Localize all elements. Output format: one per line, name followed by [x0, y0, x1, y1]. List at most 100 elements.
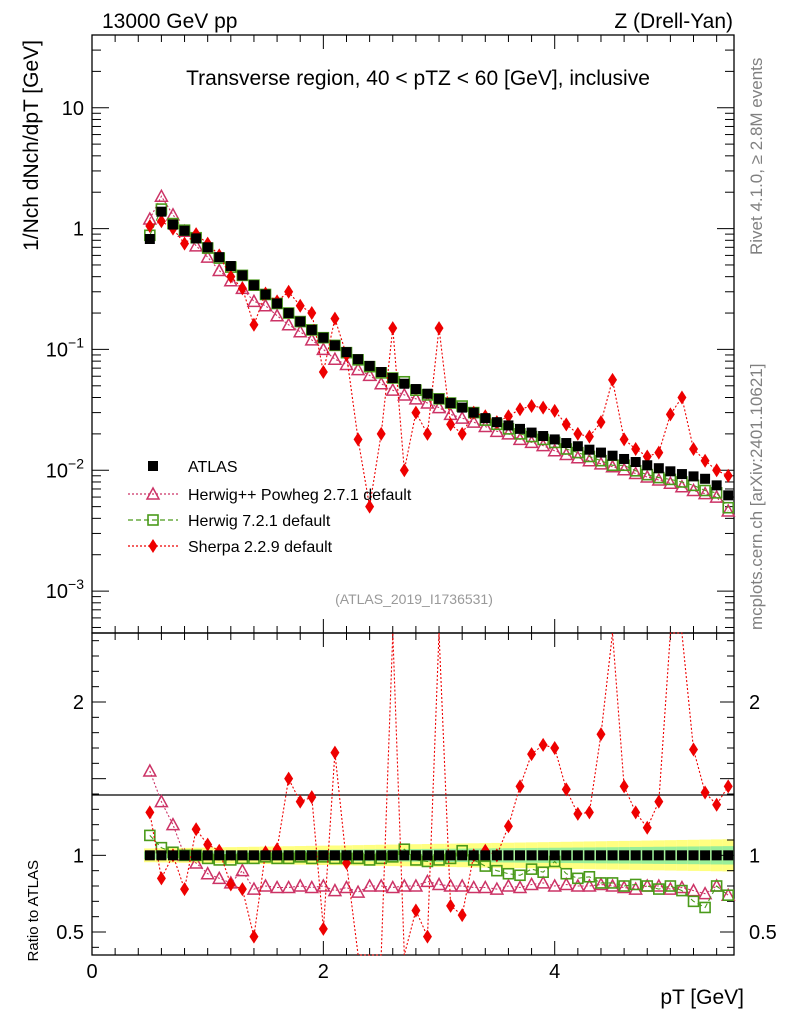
data-point — [399, 378, 410, 389]
legend-label: Sherpa 2.2.9 default — [188, 539, 333, 556]
ratio-point — [654, 794, 664, 809]
ratio-point — [225, 850, 236, 861]
data-point — [665, 466, 676, 477]
ratio-point — [491, 850, 502, 861]
data-point — [720, 503, 736, 517]
ratio-point — [478, 879, 493, 894]
ratio-point — [584, 805, 594, 820]
series-ratio-line — [149, 632, 729, 956]
ratio-point — [191, 822, 201, 837]
legend: ATLAS Herwig++ Powheg 2.7.1 default Herwig… — [128, 459, 412, 556]
ratio-point — [145, 805, 155, 820]
ratio-point — [307, 790, 317, 805]
ratio-point — [237, 850, 248, 861]
analysis-label: (ATLAS_2019_I1736531) — [335, 591, 493, 607]
ratio-point — [515, 850, 525, 861]
ratio-point — [642, 820, 652, 835]
ratio-point — [559, 876, 574, 891]
ratio-point — [226, 877, 236, 892]
ratio-tick-label-right: 0.5 — [749, 922, 777, 944]
data-point — [283, 308, 294, 319]
ratio-point — [211, 870, 227, 885]
ratio-point — [503, 850, 514, 861]
rivet-label: Rivet 4.1.0, ≥ 2.8M events — [747, 58, 766, 255]
ratio-point — [258, 878, 273, 892]
ratio-point — [249, 929, 259, 944]
y-tick-label: 1 — [73, 219, 84, 241]
data-point — [491, 417, 502, 428]
ratio-point — [237, 882, 247, 897]
data-point — [654, 445, 664, 460]
mcplots-label: mcplots.cern.ch [arXiv:2401.10621] — [747, 364, 766, 630]
ratio-point — [607, 850, 618, 861]
ratio-point — [489, 881, 505, 895]
data-point — [639, 469, 655, 483]
ratio-point — [330, 745, 340, 760]
data-point — [237, 270, 248, 281]
data-point — [663, 475, 678, 490]
legend-marker — [145, 486, 161, 500]
data-point — [689, 441, 699, 456]
ratio-point — [410, 850, 421, 861]
ratio-tick-label-left: 2 — [73, 692, 84, 714]
ratio-point — [318, 921, 328, 936]
data-point — [373, 376, 389, 390]
data-point — [445, 398, 456, 409]
data-point — [699, 484, 711, 497]
ratio-point — [353, 850, 364, 861]
data-point — [515, 423, 525, 434]
data-point — [156, 214, 166, 229]
ratio-point — [156, 850, 167, 861]
ratio-point — [561, 782, 571, 797]
ratio-point — [526, 850, 537, 861]
ratio-point — [524, 876, 539, 891]
ratio-tick-label-right: 1 — [749, 845, 760, 867]
ratio-point — [503, 819, 513, 834]
data-point — [281, 317, 296, 331]
ratio-point — [306, 850, 317, 861]
axis-ticks: 0 2 4 10−3 10−2 10−1 1 10 0.5 0.5 1 1 2 2 — [46, 34, 777, 983]
ratio-point — [479, 860, 492, 872]
header-left-label: 13000 GeV pp — [102, 10, 237, 33]
data-point — [330, 311, 340, 326]
data-point — [697, 486, 713, 500]
data-point — [538, 431, 549, 442]
data-point — [573, 426, 583, 441]
ratio-point — [269, 879, 285, 894]
data-point — [156, 206, 167, 217]
data-point — [307, 306, 317, 321]
data-point — [584, 429, 594, 444]
ratio-point — [549, 850, 560, 861]
data-point — [237, 281, 247, 296]
plot-title: Transverse region, 40 < pTZ < 60 [GeV], … — [186, 67, 650, 90]
ratio-point — [387, 850, 398, 861]
ratio-point — [454, 878, 470, 892]
legend-label: ATLAS — [188, 459, 238, 476]
series-ratio-line — [149, 770, 729, 896]
data-point — [188, 238, 204, 252]
ratio-point — [619, 850, 630, 861]
ratio-point — [399, 850, 410, 861]
ratio-point — [235, 863, 250, 877]
ratio-point — [537, 866, 549, 879]
data-point — [411, 405, 421, 420]
data-point — [665, 407, 675, 422]
data-point — [339, 356, 354, 371]
data-point — [248, 280, 259, 291]
ratio-point — [561, 850, 572, 861]
ratio-point — [339, 879, 354, 894]
data-point — [144, 234, 155, 245]
data-point — [549, 434, 560, 445]
ratio-point — [167, 850, 178, 861]
data-point — [605, 459, 620, 473]
ratio-point — [260, 850, 271, 861]
data-point — [688, 471, 699, 482]
ratio-point — [631, 805, 641, 820]
data-point — [316, 341, 331, 356]
ratio-point — [304, 879, 320, 894]
ratio-point — [582, 878, 597, 892]
data-point — [306, 324, 317, 335]
data-point — [700, 473, 711, 484]
ratio-point — [593, 876, 609, 891]
data-point — [385, 382, 401, 396]
